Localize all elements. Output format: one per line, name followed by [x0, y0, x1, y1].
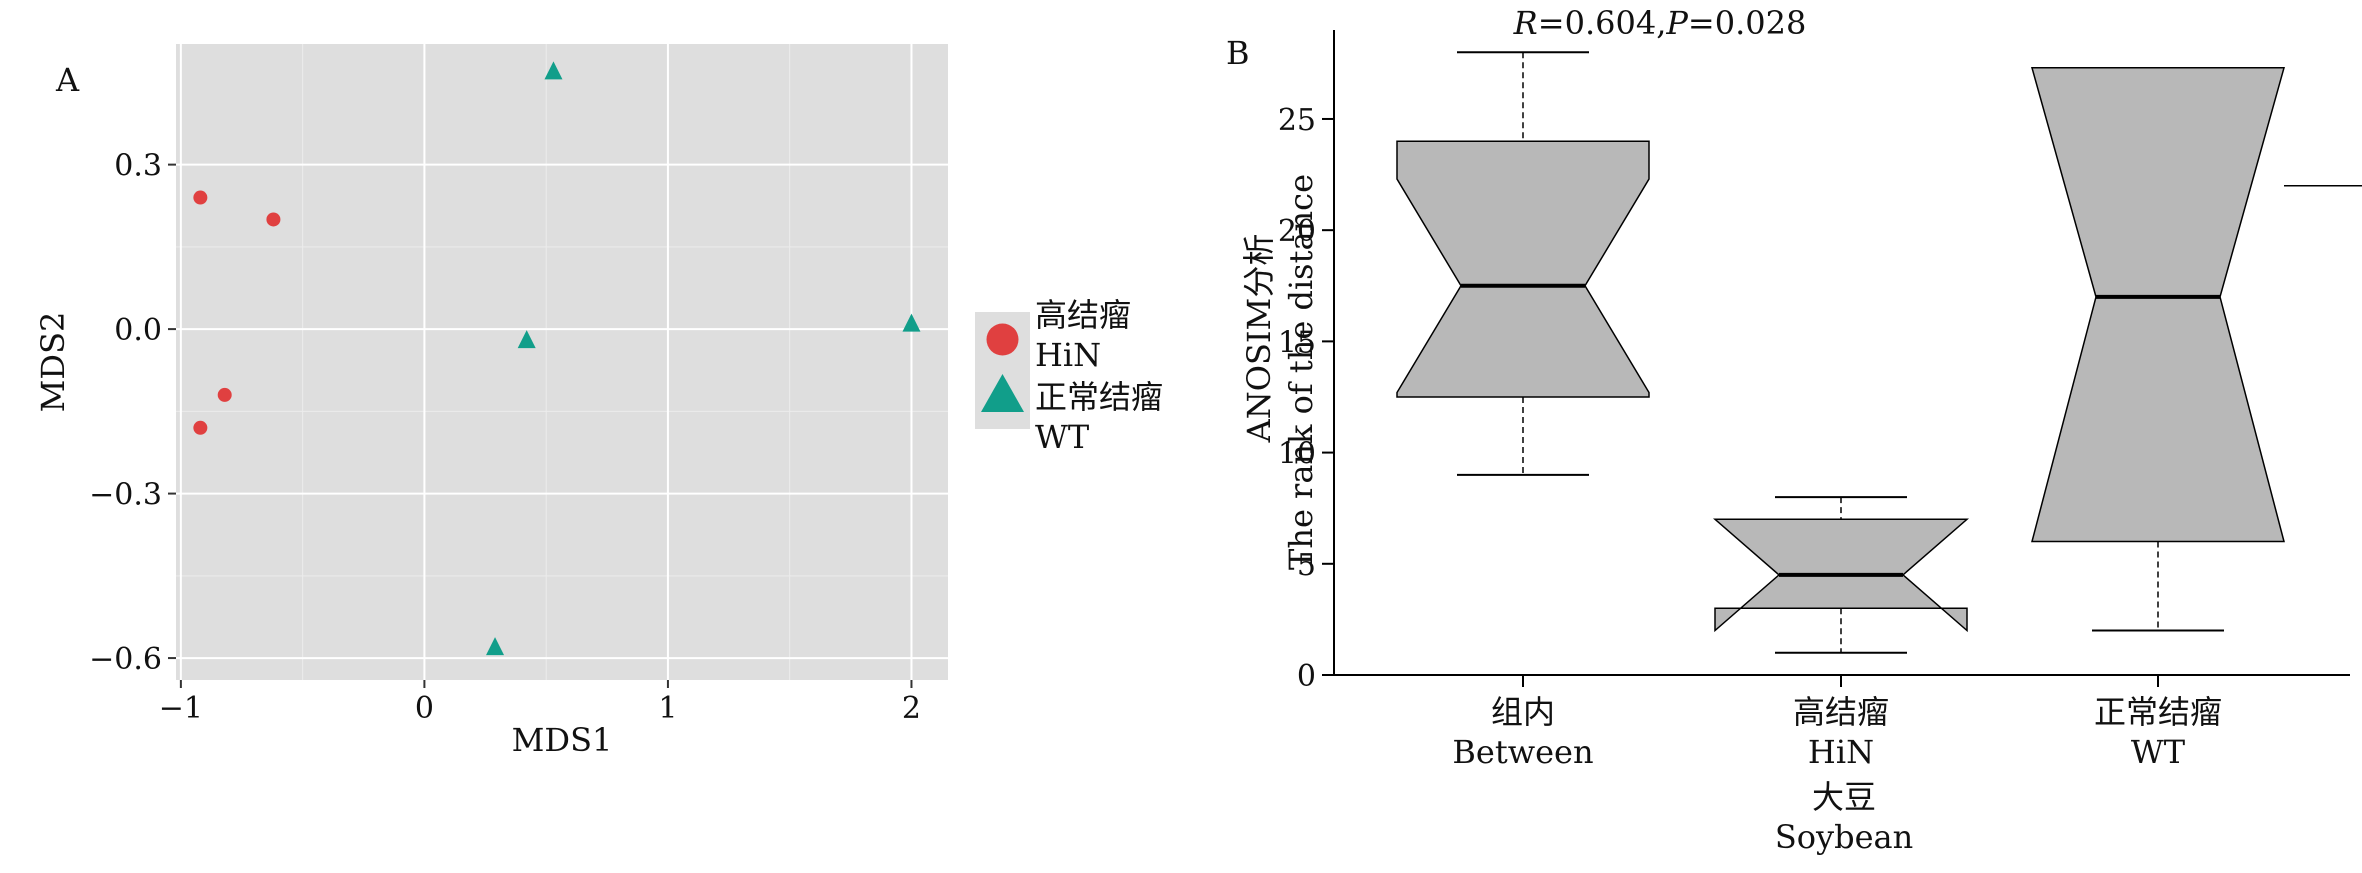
y-tick-label: 25 [1278, 103, 1316, 138]
legend-label-wt-en: WT [1035, 418, 1090, 456]
title-p-value: =0.028 [1688, 4, 1806, 42]
panel-a-y-axis-label: MDS2 [34, 312, 72, 413]
title-p-symbol: P [1665, 4, 1688, 42]
box-between [1396, 140, 1650, 398]
legend-key-wt [981, 374, 1024, 412]
title-r-value: =0.604, [1538, 4, 1667, 42]
x-tick-label-cn-hin: 高结瘤 [1793, 693, 1889, 731]
y-tick-label: 20 [1278, 214, 1316, 249]
hin-point [193, 190, 208, 205]
y-tick-label: 15 [1278, 325, 1316, 360]
y-tick-label: 0.0 [114, 313, 162, 348]
legend: 高结瘤 HiN 正常结瘤 WT [975, 296, 1163, 456]
panel-a-plot-background [176, 44, 948, 680]
legend-key-hin [986, 323, 1019, 356]
title-r-symbol: R [1513, 4, 1538, 42]
x-tick-label: 2 [902, 691, 921, 726]
panel-a-ticks: −1 0 1 2 0.3 0.0 −0.3 −0.6 [89, 149, 921, 726]
wt-point [544, 61, 563, 80]
panel-b-letter: B [1226, 34, 1250, 72]
y-tick-label: 5 [1297, 548, 1316, 583]
legend-label-wt-cn: 正常结瘤 [1035, 378, 1163, 416]
panel-b: B R=0.604,P=0.028 ANOSIM分析 The rank of t… [1226, 4, 2362, 856]
y-tick-label: −0.6 [89, 642, 162, 677]
y-tick-label: 10 [1278, 437, 1316, 472]
legend-label-hin-en: HiN [1035, 336, 1101, 374]
wt-point [902, 313, 921, 332]
y-tick-label: 0 [1297, 659, 1316, 694]
x-tick-label-cn-between: 组内 [1491, 693, 1555, 731]
panel-b-y-axis-label-en: The rank of the distance [1282, 174, 1320, 570]
panel-b-x-axis-label-en: Soybean [1775, 818, 1913, 856]
panel-a-x-axis-label: MDS1 [512, 721, 613, 759]
y-tick-label: 0.3 [114, 149, 162, 184]
panel-b-stat-title: R=0.604,P=0.028 [1513, 4, 1807, 42]
panel-b-axes: 0 5 10 15 20 25 [1278, 30, 2350, 694]
x-tick-label-en-wt: WT [2131, 733, 2186, 771]
panel-a-grid [176, 44, 948, 680]
wt-point [517, 330, 536, 349]
x-tick-label-cn-wt: 正常结瘤 [2094, 693, 2222, 731]
x-tick-label: −1 [159, 691, 203, 726]
hin-point [217, 387, 232, 402]
panel-b-y-axis-label-cn: ANOSIM分析 [1240, 234, 1278, 444]
x-tick-label-en-hin: HiN [1808, 733, 1874, 771]
panel-a-points [193, 61, 921, 656]
panel-b-boxes [1396, 51, 2362, 654]
x-tick-label-en-between: Between [1452, 733, 1593, 771]
box-wt [2031, 67, 2285, 543]
x-tick-label: 0 [415, 691, 434, 726]
hin-point [193, 420, 208, 435]
panel-a: A −1 0 1 2 0.3 0.0 −0.3 −0.6 MDS1 MDS2 高结瘤 HiN … [34, 44, 1163, 759]
wt-point [486, 637, 505, 656]
y-tick-label: −0.3 [89, 478, 162, 513]
panel-b-x-axis-label-cn: 大豆 [1812, 778, 1876, 816]
legend-label-hin-cn: 高结瘤 [1035, 296, 1131, 334]
panel-a-letter: A [55, 61, 80, 99]
hin-point [266, 212, 281, 227]
x-tick-label: 1 [658, 691, 677, 726]
